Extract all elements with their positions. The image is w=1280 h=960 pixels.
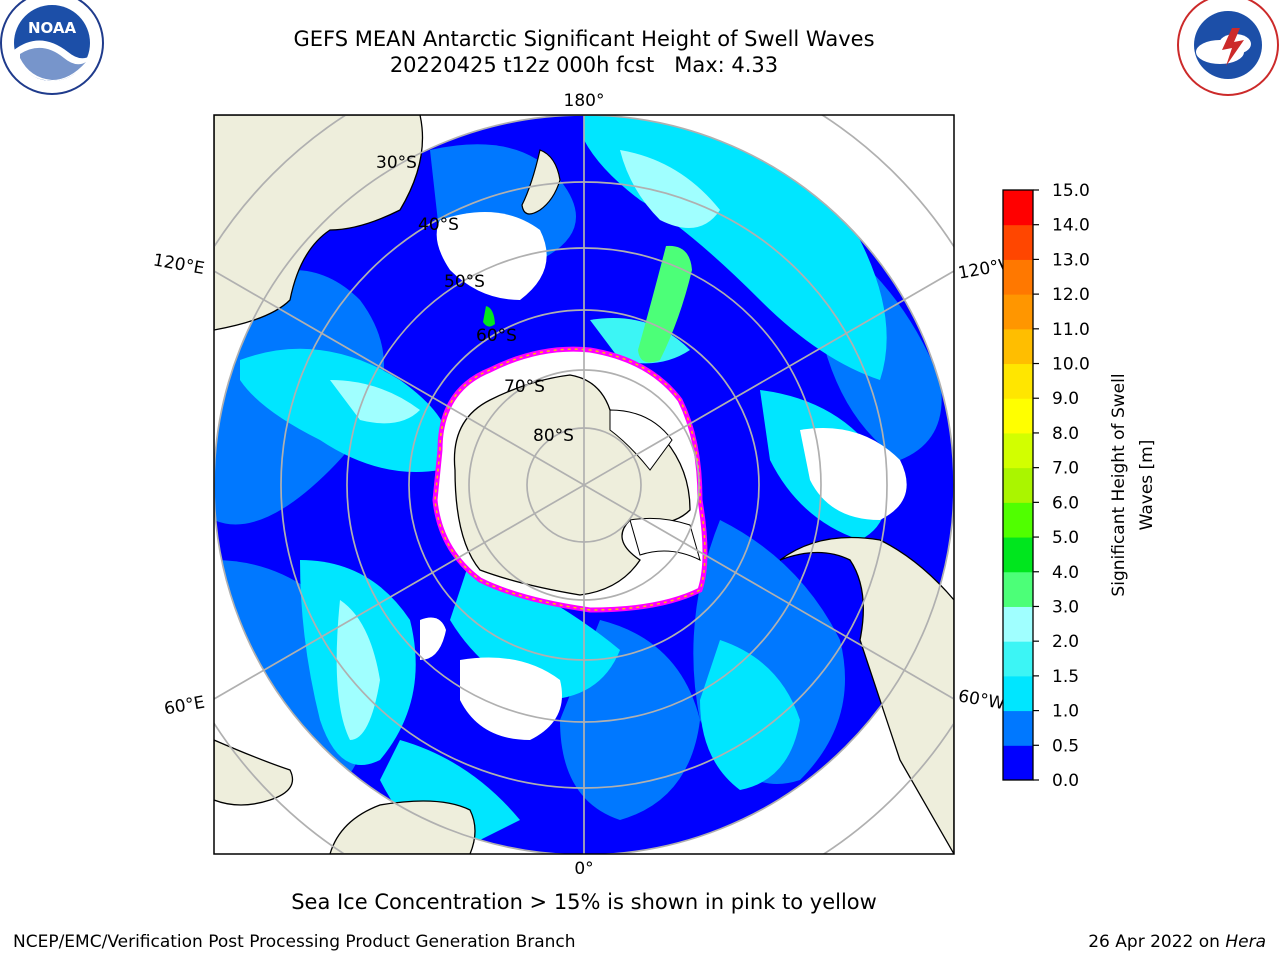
colorbar-tick-label: 15.0 [1052,181,1090,201]
date-line: 26 Apr 2022 on Hera [1088,932,1266,952]
nws-logo-icon [1177,0,1279,96]
colorbar-frame [1002,189,1034,781]
colorbar-tick-label: 8.0 [1052,424,1079,444]
noaa-logo-icon: NOAA [0,0,104,95]
lat-label-40s: 40°S [418,215,459,235]
map-subtitle: 20220425 t12z 000h fcst Max: 4.33 [389,53,779,77]
colorbar-segment [1003,537,1033,573]
colorbar-segment [1003,467,1033,503]
colorbar-tick-label: 11.0 [1052,320,1090,340]
colorbar-segment [1003,745,1033,781]
meridian-lines [214,115,954,854]
colorbar [1002,189,1034,781]
credit-line: NCEP/EMC/Verification Post Processing Pr… [13,932,576,952]
colorbar-tick-label: 0.5 [1052,736,1079,756]
lat-label-30s: 30°S [376,153,417,173]
colorbar-tick-label: 12.0 [1052,285,1090,305]
colorbar-segment [1003,294,1033,330]
colorbar-tick-label: 2.0 [1052,632,1079,652]
colorbar-segment [1003,328,1033,365]
colorbar-segment [1003,398,1033,434]
map-title: GEFS MEAN Antarctic Significant Height o… [293,27,875,51]
colorbar-tick-label: 1.0 [1052,702,1079,722]
lon-label-top: 180° [564,91,605,111]
colorbar-segment [1003,606,1033,642]
colorbar-segment [1003,224,1033,260]
colorbar-segment [1003,571,1033,607]
colorbar-tick-label: 4.0 [1052,563,1079,583]
colorbar-tick-label: 6.0 [1052,493,1079,513]
lon-label-bottom: 0° [574,859,593,879]
colorbar-tick-label: 13.0 [1052,250,1090,270]
colorbar-tick-label: 0.0 [1052,771,1079,791]
colorbar-segment [1003,363,1033,399]
colorbar-ticks: 0.0 0.5 1.0 1.5 2.0 3.0 4.0 5.0 6.0 7.0 8.0 9.0 10.0… [1033,181,1090,791]
colorbar-tick-label: 5.0 [1052,528,1079,548]
machine-name: Hera [1225,932,1266,952]
colorbar-segment [1003,259,1033,295]
lat-label-80s: 80°S [533,426,574,446]
lat-label-60s: 60°S [476,326,517,346]
colorbar-segment [1003,710,1033,746]
colorbar-label-line2: Waves [m] [1137,440,1157,531]
colorbar-label-line1: Significant Height of Swell [1109,373,1129,596]
colorbar-segment [1003,502,1033,538]
lon-label-lower-left: 60°E [163,693,207,720]
noaa-logo-text: NOAA [28,19,77,37]
colorbar-tick-label: 9.0 [1052,389,1079,409]
colorbar-tick-label: 3.0 [1052,597,1079,617]
colorbar-tick-label: 7.0 [1052,459,1079,479]
lon-label-upper-left: 120°E [152,250,206,279]
colorbar-segment [1003,675,1033,712]
colorbar-segment [1003,641,1033,677]
sea-ice-note: Sea Ice Concentration > 15% is shown in … [291,890,877,914]
colorbar-tick-label: 1.5 [1052,667,1079,687]
lon-label-lower-right: 60°W [957,686,1007,714]
lat-label-50s: 50°S [444,272,485,292]
colorbar-tick-label: 14.0 [1052,216,1090,236]
colorbar-tick-label: 10.0 [1052,355,1090,375]
colorbar-segment [1003,190,1033,226]
lat-label-70s: 70°S [504,377,545,397]
colorbar-segment [1003,432,1033,469]
map-frame [213,114,955,855]
